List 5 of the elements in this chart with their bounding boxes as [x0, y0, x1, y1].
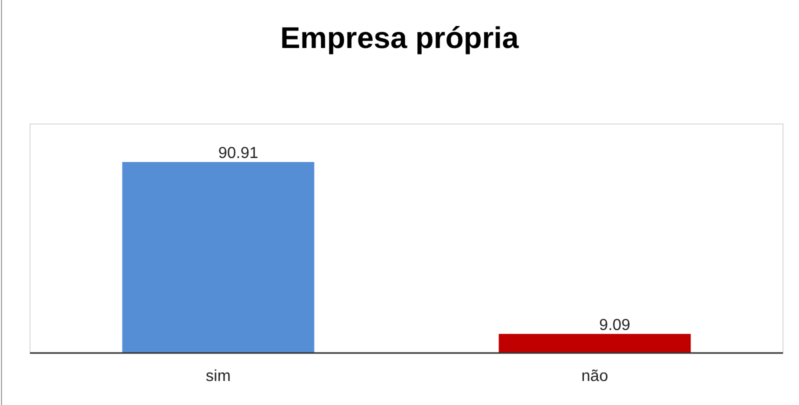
chart-title: Empresa própria	[280, 22, 520, 55]
data-label: 90.91	[218, 145, 258, 162]
data-label: 9.09	[599, 316, 630, 334]
x-tick-label: não	[581, 368, 608, 385]
x-tick-label: sim	[206, 368, 231, 385]
